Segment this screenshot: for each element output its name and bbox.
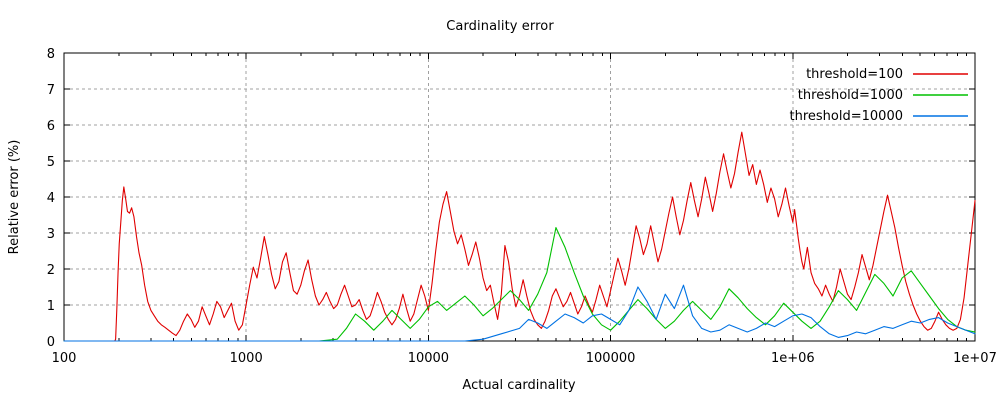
x-tick-label: 100000 [586,351,636,366]
legend-label: threshold=10000 [790,109,903,124]
y-tick-label: 3 [47,227,55,242]
data-series [63,131,976,342]
x-tick-label: 1000 [230,351,263,366]
y-tick-label: 5 [47,155,55,170]
y-tick-label: 0 [47,335,55,350]
legend-label: threshold=100 [806,67,903,82]
series-line [63,284,976,342]
plot-frame [63,52,976,342]
legend: threshold=100 threshold=1000 threshold=100… [790,67,968,124]
y-tick-label: 7 [47,83,55,98]
y-tick-label: 1 [47,299,55,314]
chart-title: Cardinality error [446,19,554,34]
x-axis-title: Actual cardinality [462,378,575,393]
series-line [63,227,976,342]
y-tick-label: 2 [47,263,55,278]
x-tick-label: 10000 [408,351,449,366]
y-tick-label: 6 [47,119,55,134]
y-axis-title: Relative error (%) [7,140,22,255]
x-tick-labels: 100 1000 10000 100000 1e+06 1e+07 [52,351,997,366]
x-tick-label: 1e+06 [771,351,815,366]
x-tick-label: 1e+07 [953,351,997,366]
y-tick-label: 4 [47,191,55,206]
x-tick-label: 100 [52,351,77,366]
y-tick-label: 8 [47,47,55,62]
legend-label: threshold=1000 [798,88,903,103]
y-tick-labels: 0 1 2 3 4 5 6 7 8 [47,47,55,350]
series-line [63,131,976,342]
